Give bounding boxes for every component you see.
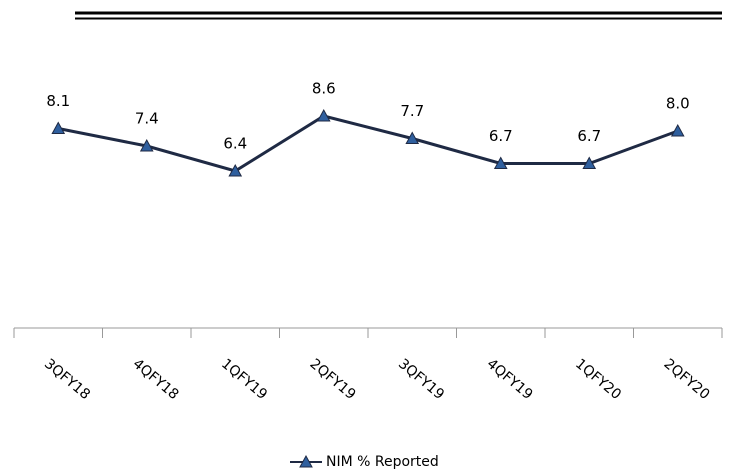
point-marker xyxy=(139,138,154,152)
point-marker xyxy=(228,163,243,177)
x-tick-label: 4QFY19 xyxy=(484,356,536,403)
x-tick-label: 1QFY20 xyxy=(572,356,624,403)
legend-label: NIM % Reported xyxy=(326,454,439,470)
data-label: 6.7 xyxy=(577,127,601,145)
point-marker xyxy=(405,131,420,144)
point-marker xyxy=(51,121,66,134)
data-label: 8.0 xyxy=(666,95,690,113)
x-tick-label: 4QFY18 xyxy=(130,356,182,403)
point-marker xyxy=(670,123,685,137)
x-tick-label: 1QFY19 xyxy=(218,356,270,403)
data-label: 8.1 xyxy=(46,92,70,110)
point-marker xyxy=(316,108,331,122)
x-tick-label: 2QFY19 xyxy=(307,356,359,403)
data-label: 7.7 xyxy=(400,102,424,120)
data-label: 6.7 xyxy=(489,127,513,145)
data-label: 6.4 xyxy=(223,135,247,153)
x-tick-label: 3QFY18 xyxy=(41,356,93,403)
legend-marker xyxy=(299,454,313,468)
x-tick-label: 2QFY20 xyxy=(661,356,713,403)
data-label: 8.6 xyxy=(312,80,336,98)
series-line xyxy=(57,114,679,173)
x-tick-label: 3QFY19 xyxy=(395,356,447,403)
point-marker xyxy=(493,156,508,169)
data-label: 7.4 xyxy=(135,110,159,128)
point-marker xyxy=(582,156,597,169)
